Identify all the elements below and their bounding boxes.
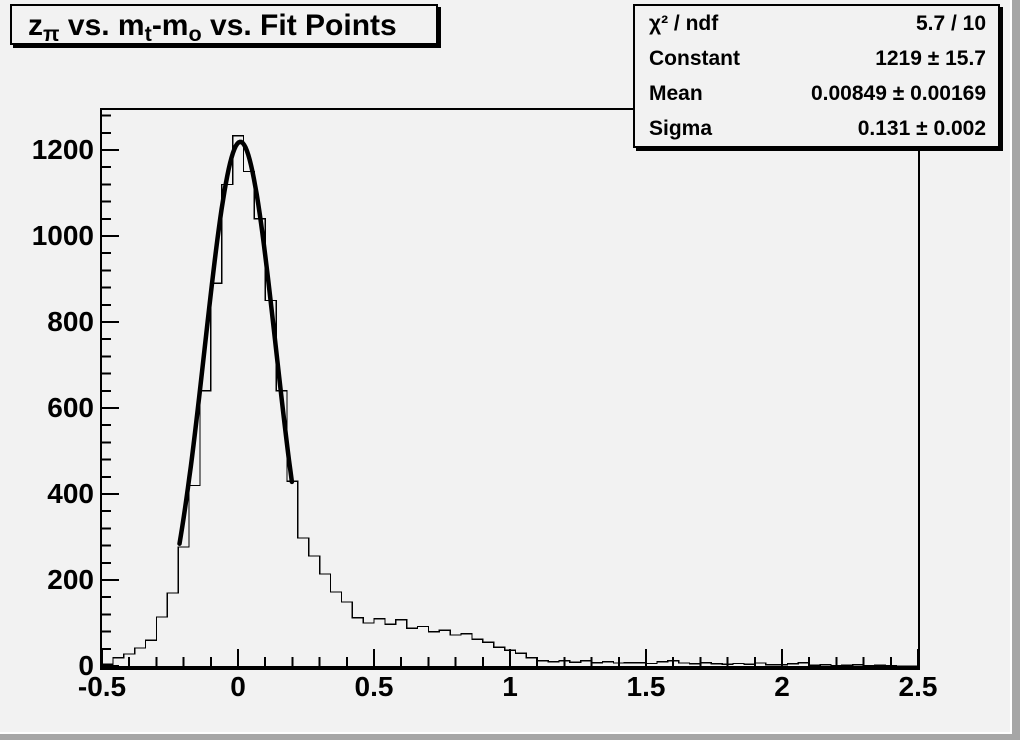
x-tick-label: 1.5 (626, 671, 666, 702)
stat-value: 5.7 / 10 (915, 12, 986, 36)
x-tick-label: 0 (230, 671, 246, 702)
stat-label: Constant (649, 47, 740, 71)
histogram-outline (102, 135, 918, 666)
stat-value: 0.131 ± 0.002 (857, 116, 986, 140)
stat-label: Mean (649, 81, 703, 105)
y-tick-label: 0 (78, 650, 94, 681)
y-tick-label: 800 (47, 305, 94, 337)
y-tick-label: 400 (47, 477, 94, 509)
x-tick-label: 1 (502, 671, 518, 702)
stat-label: χ² / ndf (649, 12, 719, 36)
histogram-title-pave[interactable]: zπ vs. mt-mo vs. Fit Points (10, 4, 438, 47)
x-tick-label: 2 (774, 671, 790, 702)
stat-label: Sigma (649, 116, 713, 140)
x-tick-label: 0.5 (354, 671, 394, 702)
x-tick-label: -0.5 (77, 671, 127, 702)
y-tick-label: 1200 (31, 133, 94, 165)
gaussian-fit-curve (177, 139, 295, 546)
histogram-plot (102, 114, 918, 666)
x-tick-label: 2.5 (898, 671, 938, 702)
stat-row-sigma: Sigma 0.131 ± 0.002 (649, 112, 986, 146)
stat-row-constant: Constant 1219 ± 15.7 (649, 42, 986, 76)
stat-row-mean: Mean 0.00849 ± 0.00169 (649, 77, 986, 111)
y-tick-label: 600 (47, 391, 94, 423)
stat-row-chi2: χ² / ndf 5.7 / 10 (649, 7, 986, 41)
fit-stats-pave[interactable]: χ² / ndf 5.7 / 10 Constant 1219 ± 15.7 M… (633, 4, 1000, 148)
y-tick-label: 1000 (31, 219, 94, 251)
stat-value: 0.00849 ± 0.00169 (810, 81, 986, 105)
y-tick-label: 200 (47, 563, 94, 595)
plot-frame[interactable] (100, 108, 920, 670)
title-text: zπ vs. mt-mo vs. Fit Points (28, 9, 397, 47)
stat-value: 1219 ± 15.7 (875, 47, 986, 71)
